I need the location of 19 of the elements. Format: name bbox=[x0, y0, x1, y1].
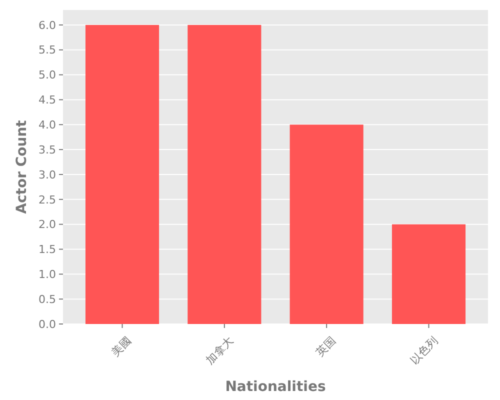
y-tick-label: 2.0 bbox=[38, 218, 56, 232]
y-tick-label: 0.0 bbox=[38, 318, 56, 331]
x-tick-label: 以色列 bbox=[408, 334, 440, 367]
y-tick-label: 1.5 bbox=[38, 243, 56, 256]
x-axis-title: Nationalities bbox=[225, 379, 326, 395]
y-tick-label: 3.5 bbox=[38, 143, 56, 156]
x-tick-label: 美國 bbox=[109, 334, 134, 360]
y-tick-label: 3.0 bbox=[38, 168, 56, 182]
y-tick-label: 5.5 bbox=[38, 44, 56, 57]
y-tick-label: 6.0 bbox=[38, 18, 56, 32]
y-tick-label: 0.5 bbox=[38, 292, 56, 306]
x-tick-label: 英国 bbox=[313, 334, 338, 360]
y-tick-label: 5.0 bbox=[38, 68, 56, 82]
y-tick-label: 4.5 bbox=[38, 94, 56, 107]
y-tick-label: 1.0 bbox=[38, 268, 56, 282]
y-axis-title: Actor Count bbox=[14, 120, 30, 214]
x-tick-label: 加拿大 bbox=[203, 334, 236, 367]
y-tick-label: 2.5 bbox=[38, 193, 56, 206]
y-tick-label: 4.0 bbox=[38, 118, 56, 132]
